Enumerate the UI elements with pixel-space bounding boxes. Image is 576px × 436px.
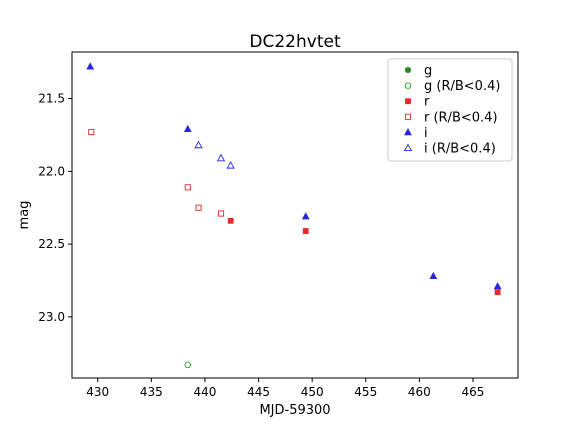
legend-label: g bbox=[424, 64, 432, 79]
legend-label: r (R/B<0.4) bbox=[424, 110, 498, 125]
data-point bbox=[88, 128, 95, 136]
data-marks bbox=[86, 62, 502, 369]
y-tick-label: 21.5 bbox=[38, 92, 65, 106]
plot-frame bbox=[71, 51, 519, 379]
legend-marker bbox=[404, 82, 412, 89]
x-tick-label: 455 bbox=[354, 385, 377, 399]
x-tick-label: 435 bbox=[140, 385, 163, 399]
y-tick-label: 22.0 bbox=[38, 164, 65, 178]
y-axis-label: mag bbox=[17, 201, 32, 230]
x-tick-label: 450 bbox=[301, 385, 324, 399]
x-tick-label: 440 bbox=[193, 385, 216, 399]
legend-label: i bbox=[424, 126, 428, 141]
x-tick-label: 465 bbox=[462, 385, 485, 399]
data-point bbox=[429, 271, 438, 280]
data-point bbox=[194, 140, 203, 149]
x-tick-label: 460 bbox=[408, 385, 431, 399]
data-point bbox=[216, 153, 226, 162]
x-tick-label: 430 bbox=[86, 385, 109, 399]
legend: gg (R/B<0.4)rr (R/B<0.4)ii (R/B<0.4) bbox=[387, 58, 513, 162]
legend-marker bbox=[404, 113, 412, 120]
data-point bbox=[493, 282, 502, 290]
data-point bbox=[195, 204, 202, 211]
legend-marker bbox=[403, 143, 413, 152]
axis-ticks: 430 435 440 445 450 455 460 465 21.5 22.0 22.5 23.0 bbox=[38, 92, 484, 399]
legend-marker bbox=[404, 128, 412, 136]
legend-label: r bbox=[424, 95, 430, 110]
legend-label: g (R/B<0.4) bbox=[424, 79, 500, 94]
data-point bbox=[184, 361, 192, 369]
data-point bbox=[183, 124, 192, 133]
data-point bbox=[226, 160, 235, 169]
legend-marker bbox=[404, 66, 412, 74]
x-axis-label: MJD-59300 bbox=[259, 403, 330, 418]
y-tick-label: 22.5 bbox=[38, 237, 65, 251]
x-tick-label: 445 bbox=[247, 385, 270, 399]
data-point bbox=[301, 212, 310, 220]
legend-label: i (R/B<0.4) bbox=[424, 142, 496, 157]
data-point bbox=[217, 210, 225, 217]
legend-marker bbox=[405, 98, 411, 105]
legend-frame bbox=[387, 58, 513, 162]
data-point bbox=[227, 217, 234, 224]
data-point bbox=[302, 228, 309, 234]
chart-title: DC22hvtet bbox=[249, 32, 341, 52]
data-point bbox=[184, 184, 191, 191]
data-point bbox=[494, 289, 501, 296]
y-tick-label: 23.0 bbox=[38, 310, 65, 324]
data-point bbox=[86, 62, 95, 70]
